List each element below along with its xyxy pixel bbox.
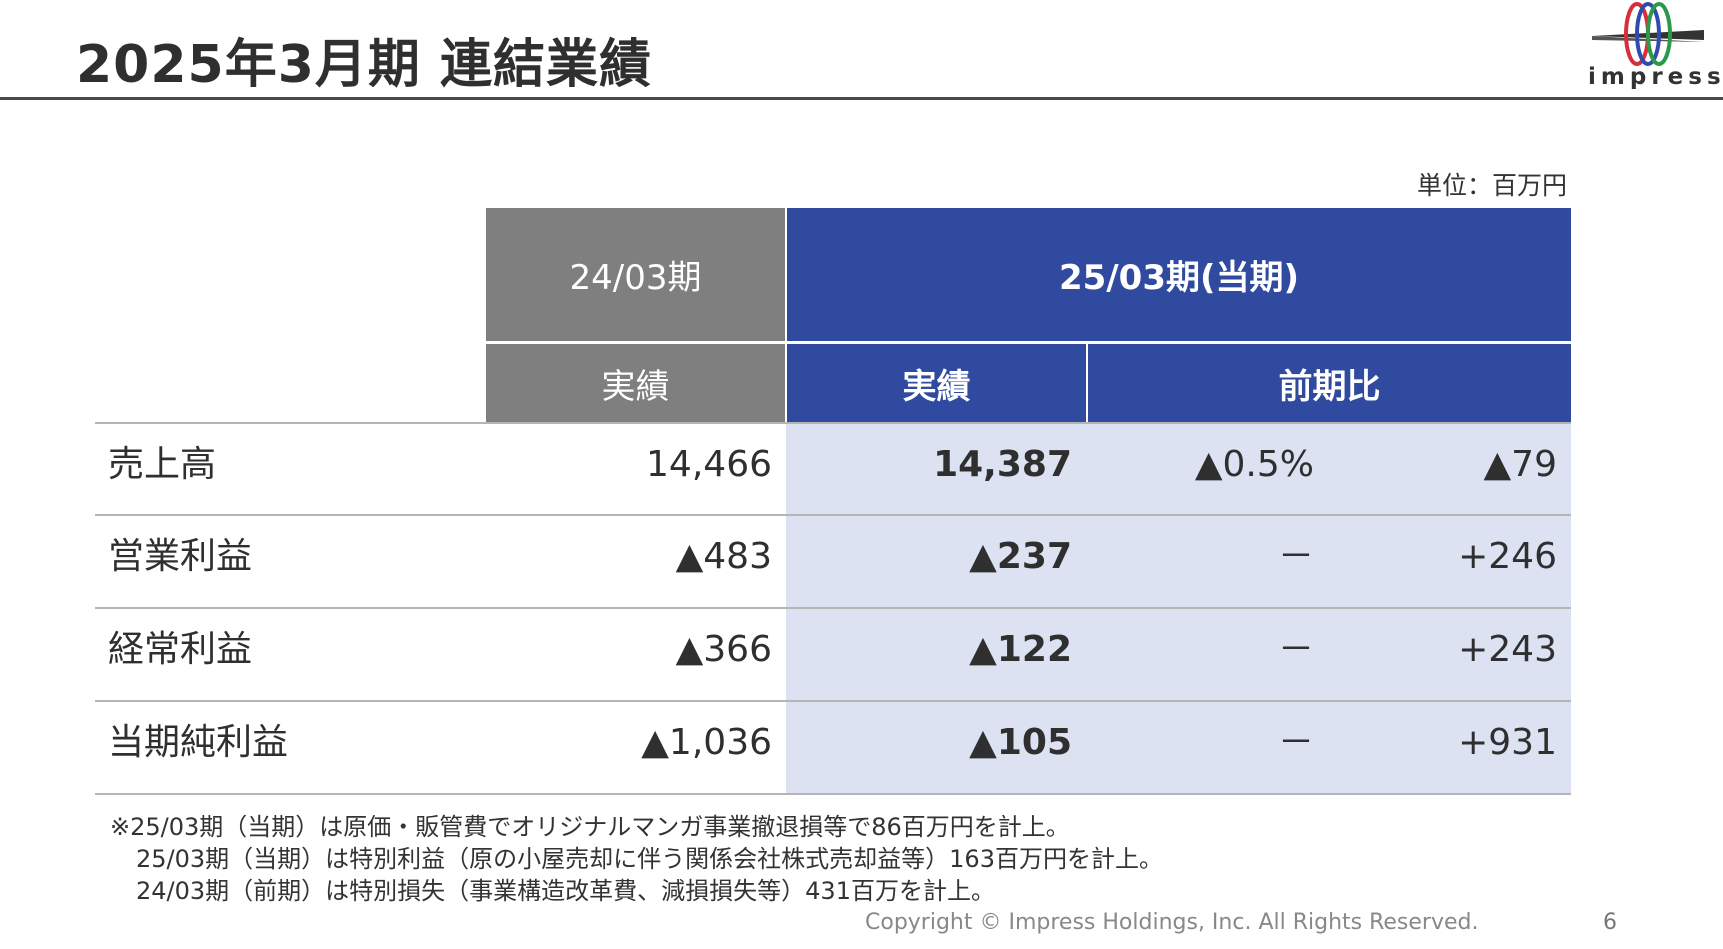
cell-yoy-pct-operating-income: －: [1277, 536, 1314, 577]
row-label-ordinary-income: 経常利益: [108, 629, 253, 670]
title-divider: [0, 97, 1723, 100]
row-divider: [95, 514, 1571, 516]
cell-yoy-amt-net-income: +931: [1458, 722, 1557, 763]
cell-cur-sales: 14,387: [933, 444, 1072, 485]
row-label-sales: 売上高: [108, 444, 217, 485]
logo-wordmark: impress: [1588, 64, 1723, 90]
cell-prev-ordinary-income: ▲366: [675, 629, 772, 670]
cell-yoy-amt-sales: ▲79: [1483, 444, 1558, 485]
copyright-text: Copyright © Impress Holdings, Inc. All R…: [865, 910, 1479, 935]
cell-prev-sales: 14,466: [646, 444, 772, 485]
row-divider: [95, 607, 1571, 609]
cell-yoy-pct-ordinary-income: －: [1277, 629, 1314, 670]
row-label-operating-income: 営業利益: [108, 536, 253, 577]
header-yoy: 前期比: [1088, 344, 1571, 422]
cell-cur-operating-income: ▲237: [969, 536, 1072, 577]
header-current-period: 25/03期(当期): [787, 208, 1571, 341]
row-divider: [95, 793, 1571, 795]
unit-label: 単位：百万円: [1416, 171, 1567, 200]
page-title: 2025年3月期 連結業績: [76, 35, 653, 95]
row-divider: [95, 700, 1571, 702]
cell-yoy-pct-sales: ▲0.5%: [1194, 444, 1314, 485]
cell-yoy-pct-net-income: －: [1277, 722, 1314, 763]
footnote-2: 25/03期（当期）は特別利益（原の小屋売却に伴う関係会社株式売却益等）163百…: [136, 845, 1163, 873]
row-label-net-income: 当期純利益: [108, 722, 289, 763]
footnote-1: ※25/03期（当期）は原価・販管費でオリジナルマンガ事業撤退損等で86百万円を…: [110, 813, 1070, 841]
cell-yoy-amt-ordinary-income: +243: [1458, 629, 1557, 670]
cell-prev-net-income: ▲1,036: [641, 722, 772, 763]
footnote-3: 24/03期（前期）は特別損失（事業構造改革費、減損損失等）431百万を計上。: [136, 877, 995, 905]
header-prev-period: 24/03期: [486, 208, 785, 341]
cell-prev-operating-income: ▲483: [675, 536, 772, 577]
header-prev-actual: 実績: [486, 344, 785, 422]
impress-logo-icon: [1592, 2, 1704, 66]
row-divider: [95, 422, 1571, 424]
cell-cur-net-income: ▲105: [969, 722, 1072, 763]
cell-yoy-amt-operating-income: +246: [1458, 536, 1557, 577]
cell-cur-ordinary-income: ▲122: [969, 629, 1072, 670]
page-number: 6: [1603, 910, 1617, 935]
header-current-actual: 実績: [787, 344, 1086, 422]
